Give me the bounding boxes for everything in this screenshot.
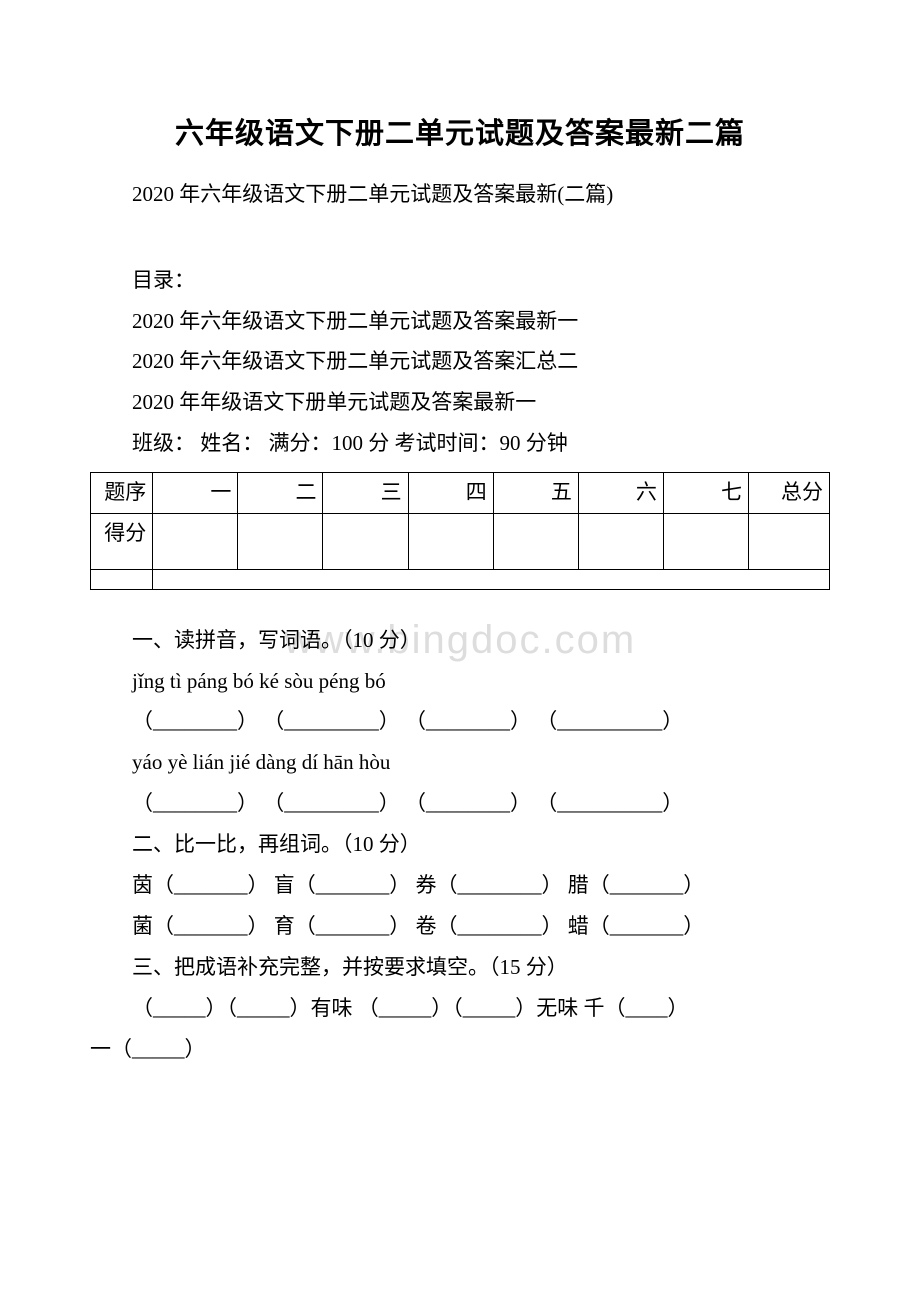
table-row (91, 569, 830, 589)
table-cell: 一 (153, 473, 238, 513)
exam-info: 班级： 姓名： 满分：100 分 考试时间：90 分钟 (90, 423, 830, 464)
table-cell: 五 (493, 473, 578, 513)
document-content: 六年级语文下册二单元试题及答案最新二篇 2020 年六年级语文下册二单元试题及答… (90, 110, 830, 1070)
table-cell: 题序 (91, 473, 153, 513)
table-cell (749, 513, 830, 569)
q2-line: 茵（_______） 盲（_______） 券（________） 腊（____… (90, 865, 830, 906)
table-cell (153, 569, 830, 589)
table-cell (91, 569, 153, 589)
table-cell (238, 513, 323, 569)
q2-title: 二、比一比，再组词。（10 分） (90, 824, 830, 865)
q3-line: 一（_____） (90, 1029, 830, 1070)
table-cell (578, 513, 663, 569)
q1-pinyin: jǐng tì páng bó ké sòu péng bó (90, 661, 830, 702)
table-cell (493, 513, 578, 569)
table-cell: 总分 (749, 473, 830, 513)
q1-blanks: （________） （_________） （________） （_____… (90, 701, 830, 742)
toc-item: 2020 年六年级语文下册二单元试题及答案汇总二 (90, 341, 830, 382)
score-table: 题序 一 二 三 四 五 六 七 总分 得分 (90, 472, 830, 589)
table-cell: 二 (238, 473, 323, 513)
table-cell: 六 (578, 473, 663, 513)
table-cell: 三 (323, 473, 408, 513)
table-cell (408, 513, 493, 569)
score-table-wrap: 题序 一 二 三 四 五 六 七 总分 得分 (90, 472, 830, 589)
toc-item: 2020 年六年级语文下册二单元试题及答案最新一 (90, 301, 830, 342)
table-row: 题序 一 二 三 四 五 六 七 总分 (91, 473, 830, 513)
table-row: 得分 (91, 513, 830, 569)
page-title: 六年级语文下册二单元试题及答案最新二篇 (90, 110, 830, 152)
q1-pinyin: yáo yè lián jié dàng dí hān hòu (90, 742, 830, 783)
table-cell: 四 (408, 473, 493, 513)
table-cell (663, 513, 748, 569)
q3-line: （_____）（_____）有味 （_____）（_____）无味 千（____… (90, 988, 830, 1029)
table-cell (323, 513, 408, 569)
q3-title: 三、把成语补充完整，并按要求填空。（15 分） (90, 947, 830, 988)
table-cell: 得分 (91, 513, 153, 569)
toc-label: 目录： (90, 260, 830, 301)
toc-item: 2020 年年级语文下册单元试题及答案最新一 (90, 382, 830, 423)
table-cell: 七 (663, 473, 748, 513)
q1-blanks: （________） （_________） （________） （_____… (90, 783, 830, 824)
subtitle: 2020 年六年级语文下册二单元试题及答案最新(二篇) (90, 178, 830, 212)
q2-line: 菌（_______） 育（_______） 卷（________） 蜡（____… (90, 906, 830, 947)
q1-title: 一、读拼音，写词语。（10 分） (90, 620, 830, 661)
table-cell (153, 513, 238, 569)
